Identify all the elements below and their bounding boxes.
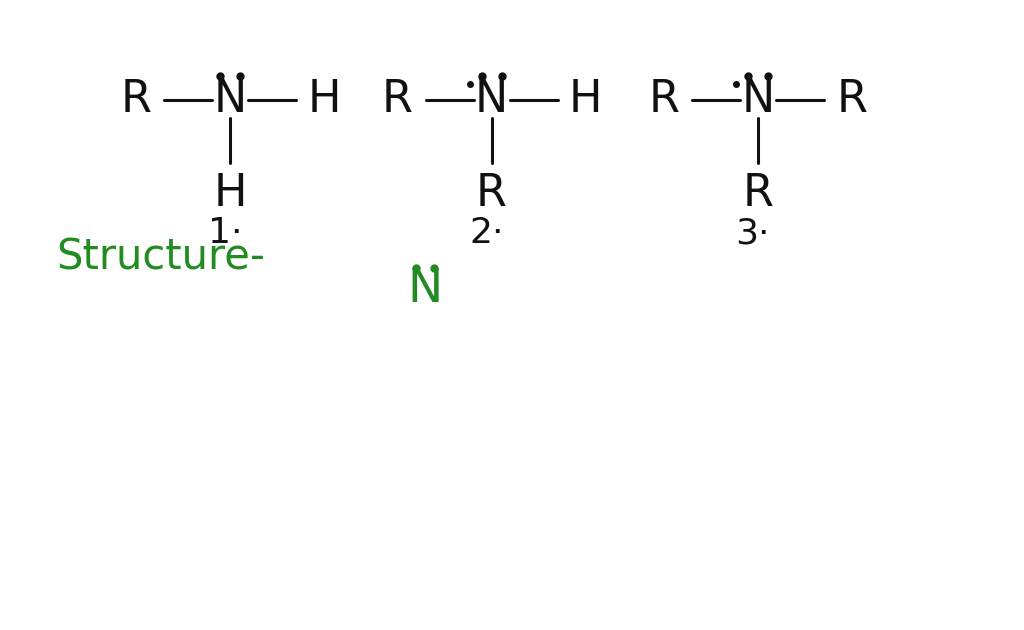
Text: N: N xyxy=(214,79,247,122)
Text: R: R xyxy=(648,79,679,122)
Text: 1·: 1· xyxy=(208,216,243,250)
Text: H: H xyxy=(568,79,602,122)
Text: H: H xyxy=(214,171,247,214)
Text: H: H xyxy=(307,79,341,122)
Text: 2·: 2· xyxy=(469,216,504,250)
Text: R: R xyxy=(121,79,152,122)
Text: 3·: 3· xyxy=(735,216,770,250)
Text: N: N xyxy=(741,79,774,122)
Text: R: R xyxy=(837,79,867,122)
Text: R: R xyxy=(476,171,507,214)
Text: R: R xyxy=(382,79,413,122)
Text: N: N xyxy=(408,268,442,312)
Text: N: N xyxy=(475,79,508,122)
Text: R: R xyxy=(742,171,773,214)
Text: Structure-: Structure- xyxy=(56,237,265,279)
